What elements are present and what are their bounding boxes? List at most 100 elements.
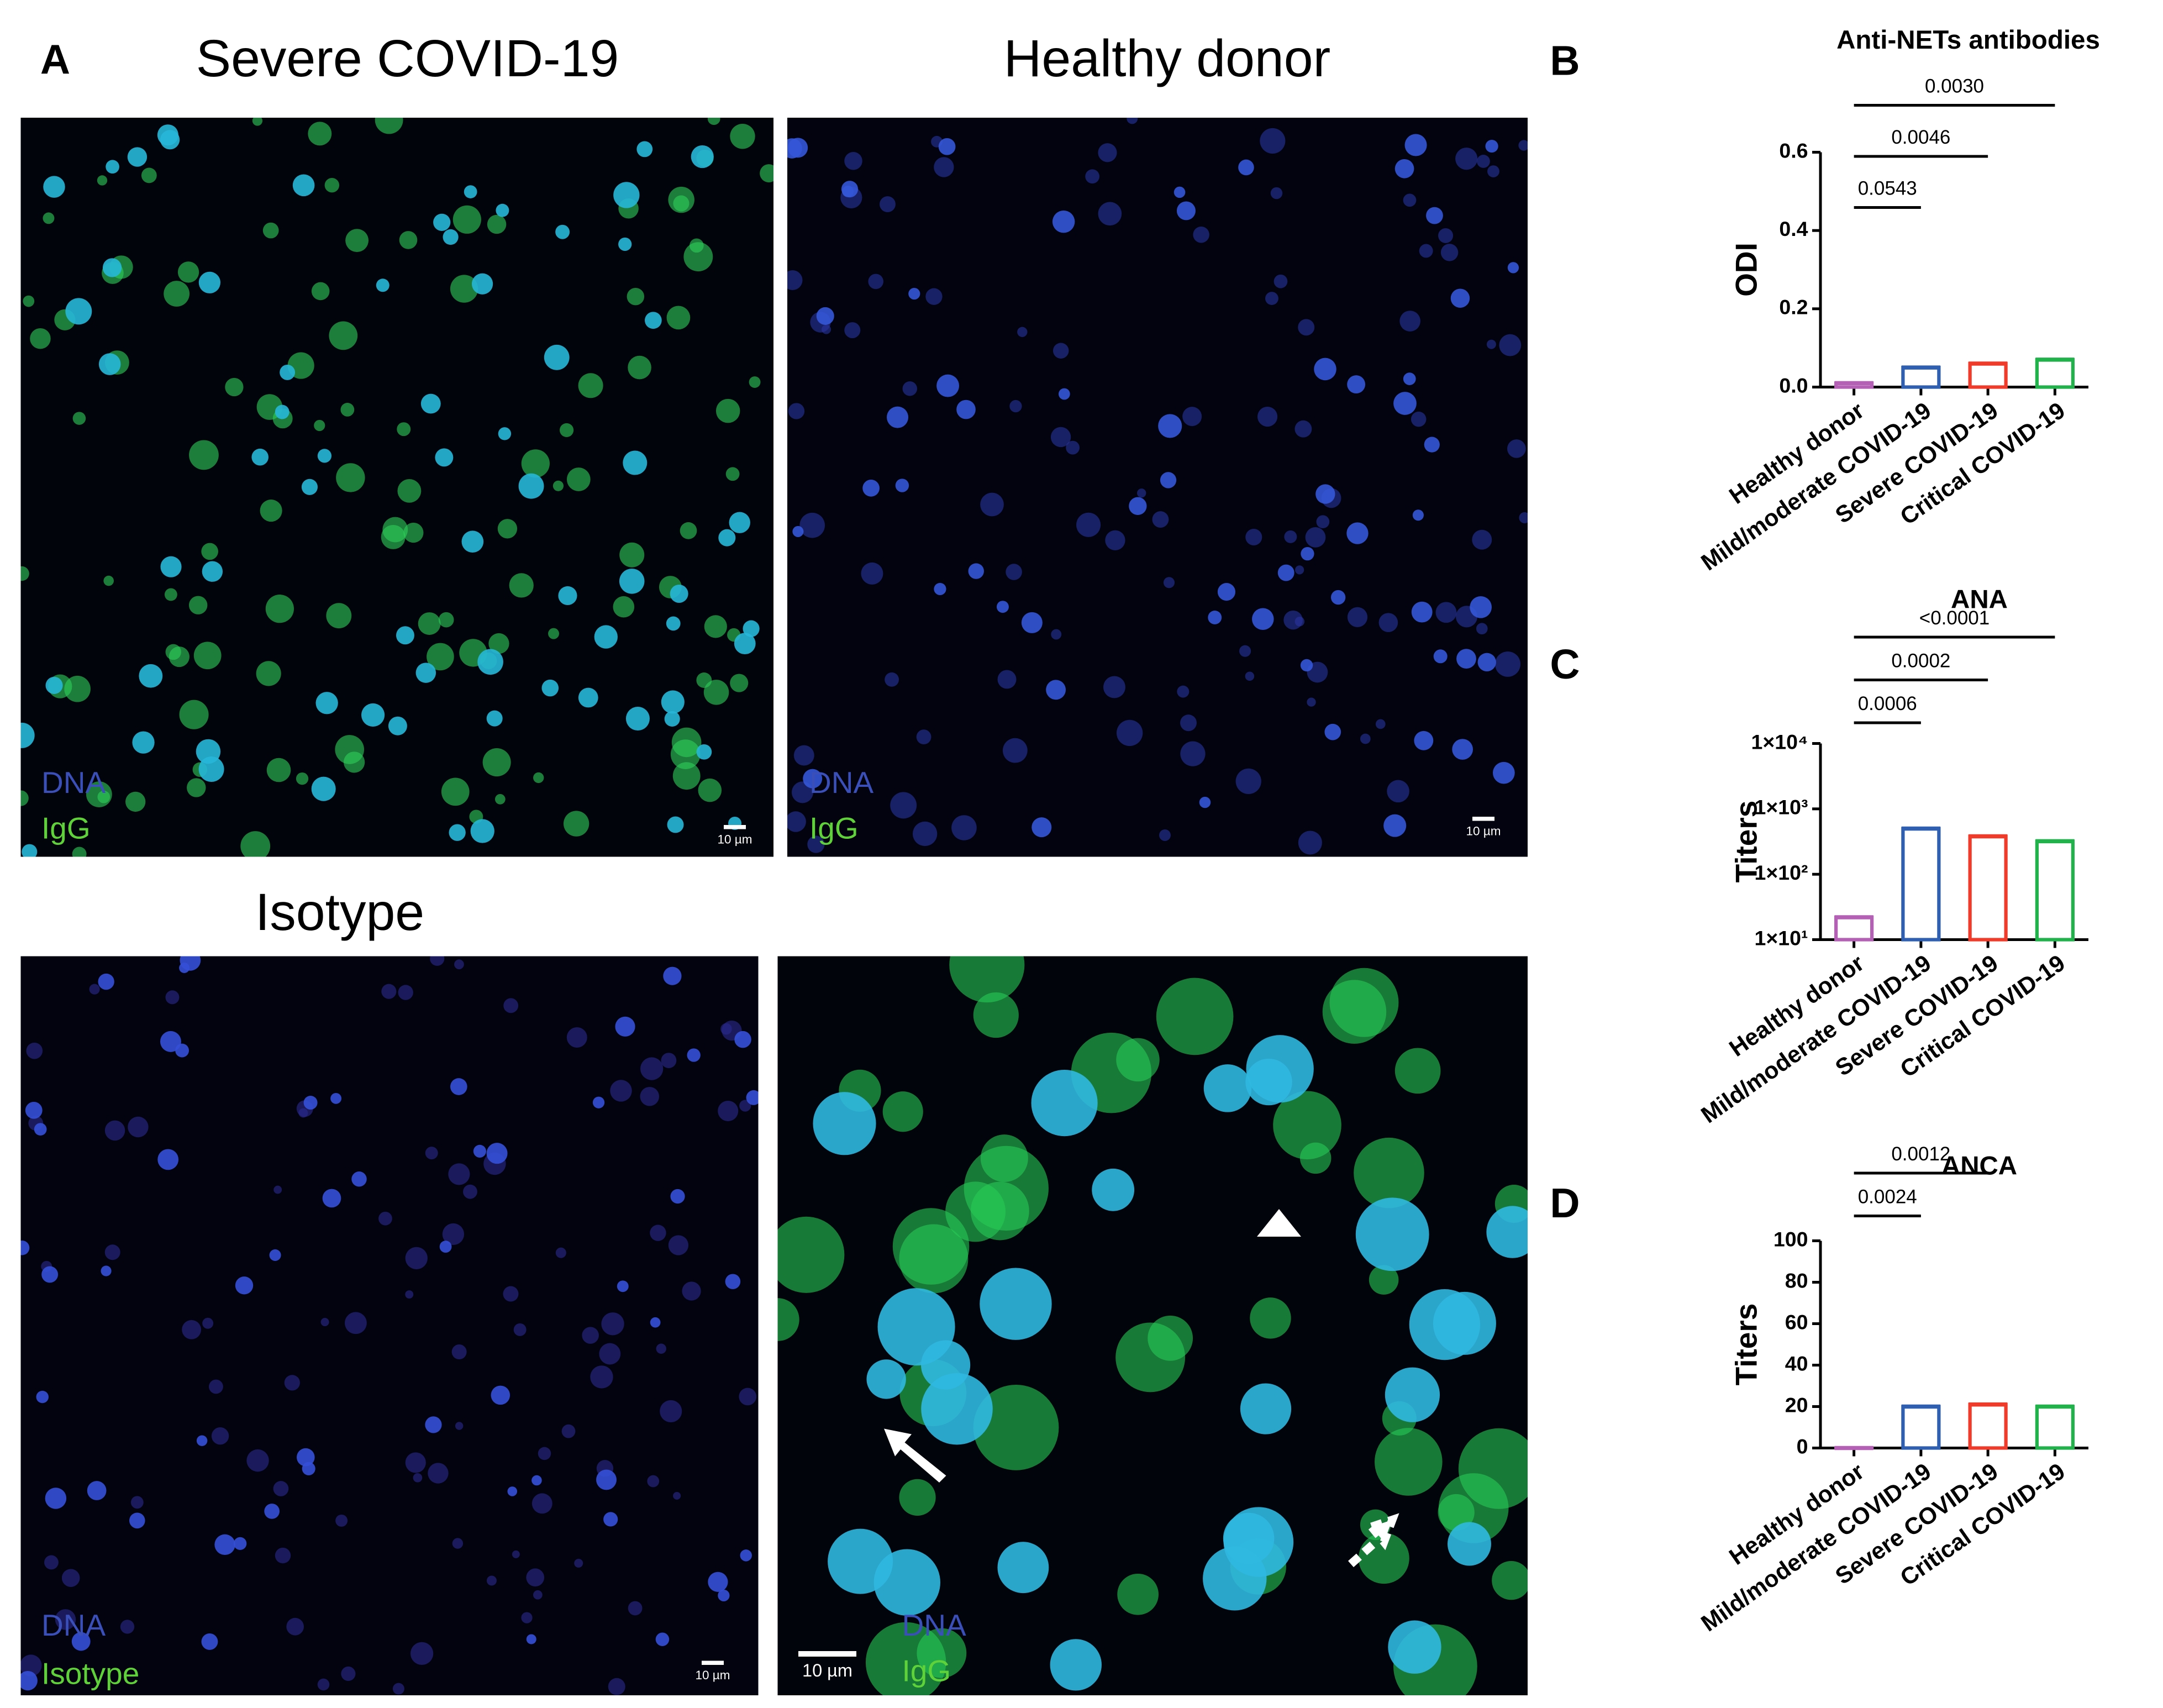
nucleus — [20, 722, 35, 748]
blob — [531, 1493, 552, 1514]
nucleus — [1404, 134, 1427, 156]
panel-letter: D — [1550, 1180, 1580, 1226]
nucleus — [1208, 611, 1222, 624]
chart-title: ANCA — [1941, 1152, 2017, 1181]
blob — [284, 1375, 300, 1391]
blob — [582, 1327, 599, 1344]
blob — [405, 1290, 414, 1299]
nucleus — [596, 1469, 617, 1490]
channel-label: IgG — [41, 811, 91, 845]
channel-label: Isotype — [41, 1657, 139, 1691]
blob — [599, 1343, 621, 1365]
bar — [1901, 827, 1941, 942]
nucleus — [1448, 1522, 1491, 1566]
blob — [454, 959, 464, 970]
blob — [164, 281, 190, 307]
blob — [1265, 292, 1278, 305]
scale-label: 10 µm — [802, 1660, 852, 1680]
blob — [1180, 741, 1206, 766]
blob — [552, 480, 564, 491]
micrographs — [20, 118, 1528, 1695]
blob — [1411, 411, 1427, 427]
blob — [533, 1590, 543, 1600]
nucleus — [129, 1512, 145, 1529]
nucleus — [1433, 1291, 1496, 1355]
scale-bar — [1472, 817, 1494, 821]
nucleus — [1173, 186, 1186, 198]
blob — [20, 566, 29, 581]
nucleus — [433, 213, 451, 231]
blob — [448, 1163, 470, 1185]
nucleus — [198, 271, 220, 293]
blob — [314, 419, 325, 432]
y-tick-label: 80 — [1785, 1269, 1808, 1292]
blob — [610, 1080, 632, 1102]
blob — [1294, 420, 1312, 438]
blob — [509, 573, 534, 598]
blob — [578, 373, 603, 398]
nucleus — [473, 1144, 486, 1158]
blob — [844, 322, 861, 339]
blob — [1369, 1265, 1399, 1295]
nucleus — [734, 1031, 751, 1048]
blob — [72, 412, 86, 425]
nucleus — [496, 203, 509, 217]
nucleus — [102, 258, 122, 277]
blob — [563, 811, 590, 837]
y-tick-label: 1×10¹ — [1755, 926, 1808, 949]
nucleus — [623, 450, 648, 475]
blob — [410, 1642, 434, 1665]
bar — [1968, 834, 2008, 942]
blob — [1487, 165, 1499, 178]
panel-letter: B — [1550, 37, 1580, 83]
nucleus — [269, 1249, 281, 1261]
blob — [1298, 319, 1315, 336]
blob — [566, 1027, 587, 1048]
nucleus — [275, 404, 290, 419]
blob — [256, 661, 281, 686]
blob — [739, 1100, 751, 1112]
dashed-arrow-marker — [1348, 1513, 1399, 1568]
blob — [880, 196, 896, 213]
nucleus — [725, 1274, 741, 1290]
blob — [1052, 343, 1069, 359]
nucleus — [803, 769, 823, 789]
blob — [1050, 427, 1071, 448]
blob — [997, 670, 1017, 689]
nucleus — [938, 138, 956, 155]
blob — [1009, 400, 1022, 413]
nucleus — [670, 1189, 685, 1204]
blob — [548, 628, 559, 639]
blob — [671, 727, 702, 758]
nucleus — [1411, 601, 1433, 623]
arrowhead-marker — [1257, 1209, 1301, 1237]
nucleus — [862, 479, 880, 497]
y-tick-label: 0.6 — [1779, 139, 1808, 162]
blob — [628, 355, 651, 380]
blob — [482, 748, 511, 777]
blob — [619, 542, 645, 567]
blob — [451, 1344, 467, 1360]
nucleus — [157, 1149, 179, 1170]
blob — [925, 288, 943, 305]
blobs — [787, 118, 1528, 855]
nucleus — [330, 1092, 342, 1104]
nucleus — [1129, 497, 1147, 515]
blob — [336, 463, 365, 492]
blob — [1347, 607, 1368, 627]
blob — [193, 642, 222, 670]
nucleus — [471, 273, 493, 295]
nucleus — [1385, 1367, 1440, 1422]
nucleus — [663, 966, 682, 985]
blob — [428, 1463, 449, 1484]
blob — [486, 1575, 497, 1586]
panel-title: Healthy donor — [1004, 29, 1330, 88]
nucleus — [36, 1390, 49, 1404]
blob — [189, 440, 219, 470]
nucleus — [296, 1448, 315, 1467]
blob — [72, 847, 87, 857]
nucleus — [1031, 1070, 1098, 1137]
blob — [503, 1286, 519, 1302]
nucleus — [980, 1268, 1052, 1340]
chart-title: Anti-NETs antibodies — [1836, 25, 2100, 55]
